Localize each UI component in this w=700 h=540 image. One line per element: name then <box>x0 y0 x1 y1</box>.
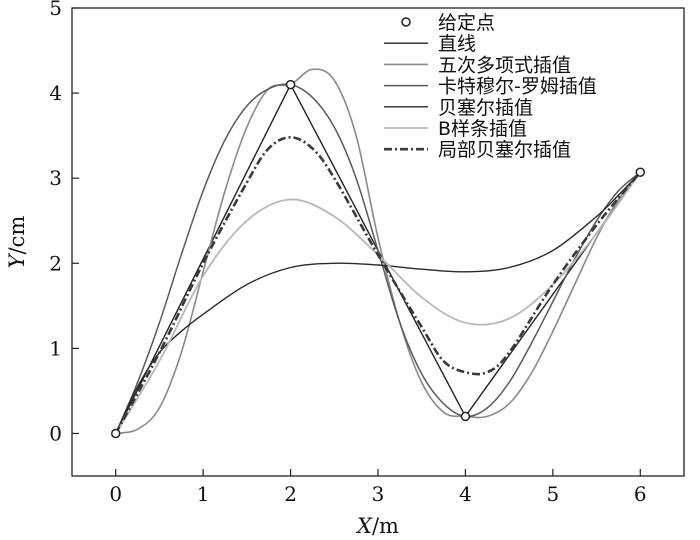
legend-label-5: 局部贝塞尔插值 <box>438 139 571 161</box>
x-tick-label: 5 <box>546 482 559 506</box>
x-tick-label: 1 <box>197 482 210 506</box>
legend-label-4: B样条插值 <box>438 118 527 140</box>
given-points <box>110 79 646 439</box>
given-point <box>285 79 296 90</box>
y-axis-title: Y/cm <box>5 216 29 269</box>
series-line-4 <box>114 171 642 434</box>
given-point <box>110 428 121 439</box>
x-tick-label: 0 <box>109 482 122 506</box>
y-tick-label: 3 <box>49 166 62 190</box>
given-point <box>635 167 646 177</box>
series-line-0 <box>115 83 641 434</box>
x-tick-label: 3 <box>372 482 385 506</box>
series-layer <box>114 68 642 435</box>
series-line-2 <box>115 83 641 434</box>
given-point <box>460 411 471 422</box>
y-tick-label: 1 <box>49 336 62 360</box>
x-tick-label: 6 <box>634 482 647 506</box>
x-tick-label: 2 <box>284 482 297 506</box>
y-tick-label: 2 <box>49 251 62 275</box>
legend-label-points: 给定点 <box>438 12 495 34</box>
series-line-5 <box>114 136 642 435</box>
legend-label-3: 贝塞尔插值 <box>438 97 533 119</box>
legend-label-2: 卡特穆尔-罗姆插值 <box>438 76 597 98</box>
x-axis: 0 1 2 3 4 5 6 <box>109 469 647 506</box>
legend-marker-points <box>401 17 411 27</box>
y-axis: 0 1 2 3 4 5 <box>49 0 79 445</box>
legend-label-0: 直线 <box>438 33 476 55</box>
legend-label-1: 五次多项式插值 <box>438 54 571 76</box>
y-tick-label: 5 <box>49 0 62 20</box>
y-tick-label: 4 <box>49 81 62 105</box>
x-tick-label: 4 <box>459 482 472 506</box>
y-tick-label: 0 <box>49 421 62 445</box>
x-axis-title: X/m <box>355 514 399 538</box>
series-line-1 <box>115 68 641 435</box>
